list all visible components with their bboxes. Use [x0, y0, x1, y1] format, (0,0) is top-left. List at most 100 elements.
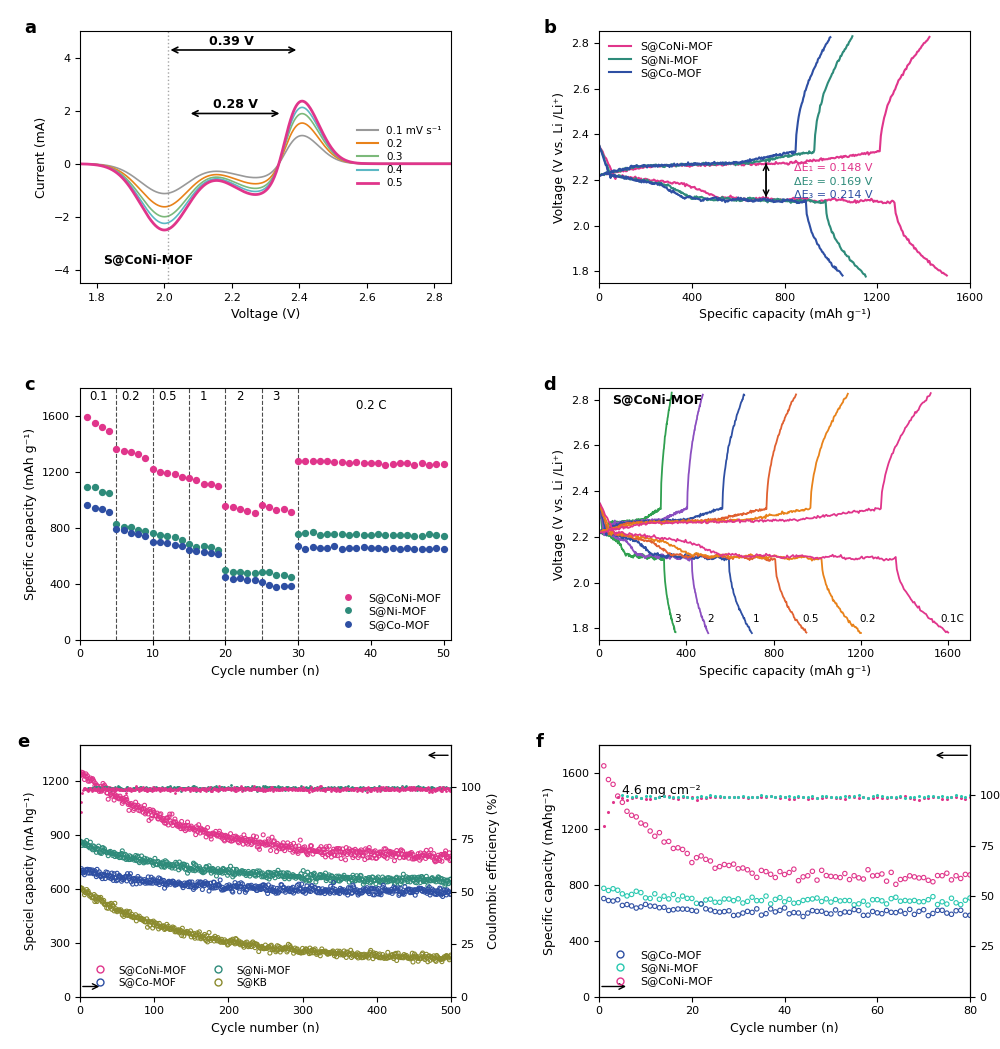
Point	[361, 780, 377, 797]
Point	[214, 779, 230, 796]
Point	[404, 780, 420, 797]
Point	[406, 869, 422, 885]
Point	[269, 880, 285, 897]
Point	[404, 779, 420, 796]
Point	[178, 876, 194, 893]
Point	[412, 871, 428, 887]
Point	[199, 782, 215, 798]
Point	[200, 779, 216, 796]
Point	[254, 779, 270, 796]
Point	[125, 850, 141, 866]
Point	[312, 840, 328, 857]
Point	[88, 780, 104, 797]
Point	[442, 948, 458, 965]
Point	[161, 873, 177, 890]
Point	[295, 779, 311, 796]
Point	[142, 852, 158, 869]
Point	[249, 779, 265, 796]
Point	[79, 478, 95, 495]
Point	[173, 859, 189, 876]
Point	[389, 780, 405, 797]
Point	[384, 779, 400, 796]
Point	[292, 841, 308, 858]
Point	[689, 903, 705, 920]
Point	[412, 880, 428, 897]
Point	[702, 787, 718, 804]
Point	[188, 926, 204, 943]
Point	[323, 778, 339, 795]
Point	[391, 887, 407, 904]
Point	[228, 783, 244, 799]
Point	[339, 778, 355, 795]
Point	[174, 877, 190, 894]
Point	[223, 933, 239, 949]
Point	[401, 948, 417, 965]
Point	[309, 842, 325, 859]
Point	[417, 847, 433, 863]
Point	[85, 837, 101, 854]
Point	[294, 870, 310, 886]
Point	[169, 780, 185, 797]
Point	[94, 865, 110, 882]
Point	[283, 569, 299, 585]
Point	[157, 880, 173, 897]
Point	[229, 780, 245, 797]
Point	[134, 800, 150, 817]
Point	[90, 840, 106, 857]
Point	[295, 944, 311, 961]
Point	[348, 539, 364, 556]
Point	[73, 793, 89, 810]
Point	[267, 940, 283, 957]
Point	[205, 930, 221, 947]
Point	[241, 782, 257, 798]
Point	[318, 944, 334, 961]
Point	[191, 925, 207, 942]
Point	[370, 540, 386, 557]
Point	[252, 782, 268, 798]
Point	[111, 850, 127, 866]
Point	[364, 779, 380, 796]
Point	[155, 813, 171, 830]
Point	[246, 780, 262, 797]
Point	[414, 780, 430, 797]
Point	[203, 864, 219, 881]
Point	[429, 871, 445, 887]
Point	[190, 782, 206, 798]
Point	[318, 882, 334, 899]
Point	[121, 906, 137, 923]
Point	[82, 773, 98, 790]
Point	[108, 779, 124, 796]
Point	[86, 773, 102, 790]
Point	[934, 868, 950, 884]
Point	[117, 869, 133, 885]
Point	[712, 904, 728, 921]
Point	[260, 782, 276, 798]
Point	[328, 780, 344, 797]
Point	[925, 788, 941, 805]
Point	[105, 870, 121, 886]
Point	[280, 936, 296, 952]
Point	[346, 779, 362, 796]
Point	[135, 779, 151, 796]
Point	[707, 860, 723, 877]
Point	[170, 858, 186, 875]
Point	[243, 936, 259, 952]
Point	[412, 844, 428, 861]
Point	[145, 780, 161, 797]
Point	[144, 783, 160, 799]
Point	[416, 844, 432, 861]
Point	[892, 871, 908, 887]
Point	[370, 845, 386, 862]
Point	[84, 840, 100, 857]
Point	[790, 872, 806, 889]
Point	[814, 790, 830, 807]
Point	[753, 906, 769, 923]
Point	[763, 788, 779, 805]
Point	[96, 892, 112, 908]
Point	[176, 877, 192, 894]
Point	[128, 852, 144, 869]
Point	[100, 780, 116, 797]
Point	[130, 779, 146, 796]
Point	[256, 779, 272, 796]
Point	[198, 875, 214, 892]
